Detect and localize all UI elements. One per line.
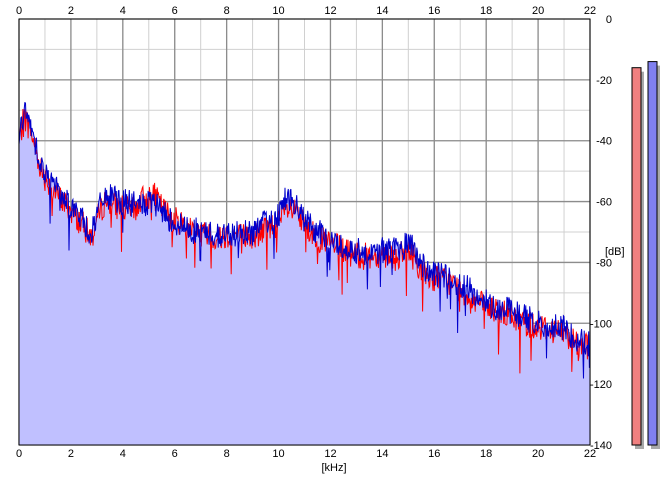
x-tick-label-bottom: 18: [480, 448, 492, 460]
x-tick-label-top: 16: [428, 5, 440, 17]
x-tick-label-bottom: 20: [532, 448, 544, 460]
y-axis-unit-label: [dB]: [605, 246, 625, 258]
x-tick-label-bottom: 6: [172, 448, 178, 460]
level-meters: [631, 61, 660, 449]
x-tick-label-top: 14: [376, 5, 388, 17]
series-line-2: [18, 101, 591, 379]
spectrum-fill-area: [19, 102, 590, 445]
x-tick-label-top: 22: [584, 5, 596, 17]
x-tick-label-bottom: 2: [68, 448, 74, 460]
x-tick-label-bottom: 14: [376, 448, 388, 460]
x-tick-label-top: 12: [324, 5, 336, 17]
y-tick-label: -60: [596, 197, 612, 209]
y-tick-label: -80: [596, 257, 612, 269]
y-tick-label: -100: [590, 318, 612, 330]
level-meter-1: [631, 67, 642, 446]
series-lines: [18, 101, 591, 379]
x-tick-label-bottom: 4: [120, 448, 126, 460]
y-tick-label: 0: [606, 14, 612, 26]
y-tick-label: -140: [590, 440, 612, 452]
x-axis-unit-label: [kHz]: [321, 462, 346, 474]
x-tick-label-top: 2: [68, 5, 74, 17]
y-tick-label: -40: [596, 136, 612, 148]
x-tick-label-top: 18: [480, 5, 492, 17]
plot-frame: [18, 18, 591, 446]
right-axis-ticks: 0 -20 -40 -60 -80 -100 -120 -140: [590, 14, 612, 452]
top-axis-ticks: 0 2 4 6 8 10 12 14 16 18 20 22: [16, 5, 596, 17]
level-meter-2: [647, 61, 658, 446]
y-tick-label: -20: [596, 75, 612, 87]
y-tick-label: -120: [590, 379, 612, 391]
x-tick-label-bottom: 10: [272, 448, 284, 460]
x-tick-label-bottom: 16: [428, 448, 440, 460]
x-tick-label-bottom: 12: [324, 448, 336, 460]
x-tick-label-top: 4: [120, 5, 126, 17]
x-tick-label-bottom: 8: [224, 448, 230, 460]
x-tick-label-top: 20: [532, 5, 544, 17]
x-tick-label-top: 6: [172, 5, 178, 17]
x-tick-label-bottom: 22: [584, 448, 596, 460]
bottom-axis-ticks: 0 2 4 6 8 10 12 14 16 18 20 22: [16, 448, 596, 460]
x-tick-label-top: 8: [224, 5, 230, 17]
x-tick-label-bottom: 0: [16, 448, 22, 460]
x-tick-label-top: 10: [272, 5, 284, 17]
x-tick-label-top: 0: [16, 5, 22, 17]
